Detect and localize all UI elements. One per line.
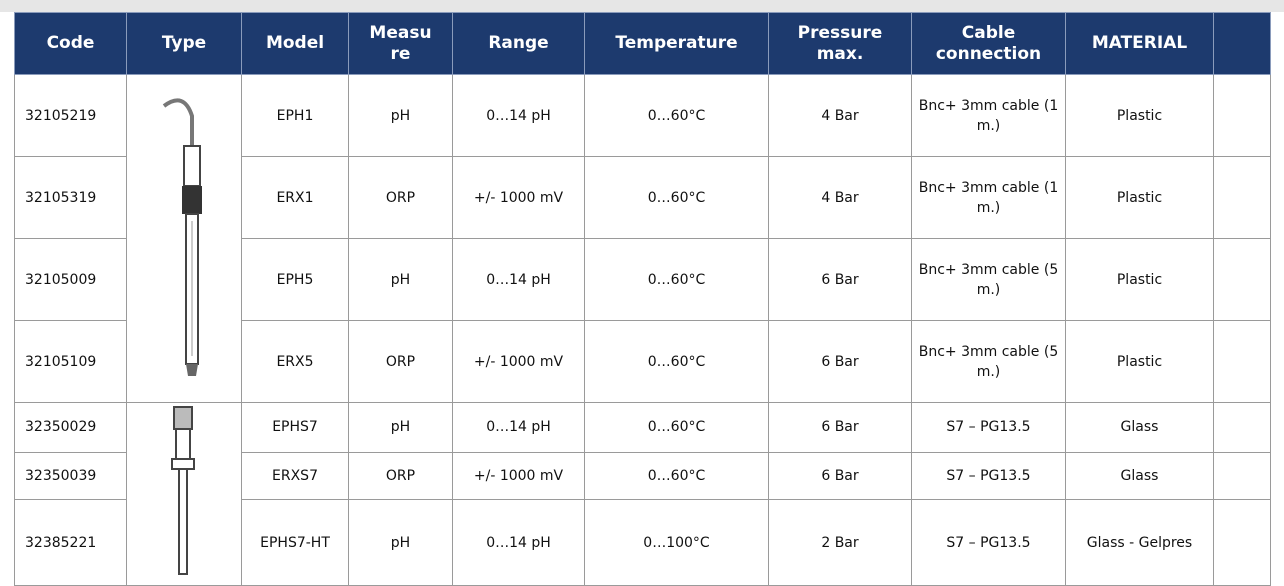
header-cell: Temperature	[585, 13, 769, 75]
table-cell: Plastic	[1066, 239, 1214, 321]
table-cell: ERX1	[242, 157, 349, 239]
table-cell: Glass - Gelpres	[1066, 500, 1214, 586]
empty-cell	[1214, 75, 1271, 157]
table-cell: Bnc+ 3mm cable (5 m.)	[912, 239, 1066, 321]
table-cell: pH	[349, 239, 453, 321]
table-cell: 0…14 pH	[453, 403, 585, 453]
table-cell: +/- 1000 mV	[453, 321, 585, 403]
table-cell: 2 Bar	[769, 500, 912, 586]
empty-cell	[1214, 157, 1271, 239]
table-cell: EPH5	[242, 239, 349, 321]
table-cell: 4 Bar	[769, 75, 912, 157]
table-cell: 0…60°C	[585, 239, 769, 321]
empty-cell	[1214, 321, 1271, 403]
header-text: Cable connection	[936, 23, 1041, 64]
table-cell: 32105319	[15, 157, 127, 239]
header-text: Code	[47, 33, 95, 53]
table-cell: 0…60°C	[585, 452, 769, 500]
table-cell: +/- 1000 mV	[453, 157, 585, 239]
header-cell: Cable connection	[912, 13, 1066, 75]
table-cell: Glass	[1066, 403, 1214, 453]
product-table: Code Type Model Measure Range Temperature Pres…	[14, 12, 1271, 586]
table-cell: S7 – PG13.5	[912, 452, 1066, 500]
empty-cell	[1214, 403, 1271, 453]
table-cell: 0…14 pH	[453, 239, 585, 321]
table-cell: 32350029	[15, 403, 127, 453]
table-cell: Plastic	[1066, 75, 1214, 157]
header-text: Temperature	[615, 33, 737, 53]
header-cell: Code	[15, 13, 127, 75]
table-cell: 4 Bar	[769, 157, 912, 239]
header-text: Measure	[369, 23, 433, 65]
table-cell: EPHS7-HT	[242, 500, 349, 586]
table-cell: +/- 1000 mV	[453, 452, 585, 500]
table-cell: ERX5	[242, 321, 349, 403]
table-cell: Bnc+ 3mm cable (1 m.)	[912, 157, 1066, 239]
table-cell: pH	[349, 500, 453, 586]
table-cell: Glass	[1066, 452, 1214, 500]
header-cell: Range	[453, 13, 585, 75]
probe-image	[154, 86, 214, 386]
table-cell: 0…60°C	[585, 403, 769, 453]
table-cell: pH	[349, 75, 453, 157]
table-cell: Plastic	[1066, 321, 1214, 403]
header-cell: Type	[127, 13, 242, 75]
table-cell: 6 Bar	[769, 239, 912, 321]
header-text: Model	[266, 33, 324, 53]
page: Code Type Model Measure Range Temperature Pres…	[0, 0, 1284, 578]
table-cell: ORP	[349, 452, 453, 500]
table-cell: Plastic	[1066, 157, 1214, 239]
empty-cell	[1214, 452, 1271, 500]
table-cell: 0…60°C	[585, 157, 769, 239]
table-cell: 0…100°C	[585, 500, 769, 586]
table-cell: EPHS7	[242, 403, 349, 453]
table-cell: ORP	[349, 321, 453, 403]
probe-image	[154, 403, 214, 579]
top-band	[0, 0, 1284, 12]
header-cell	[1214, 13, 1271, 75]
table-cell: 32105219	[15, 75, 127, 157]
header-text: Range	[488, 33, 548, 53]
table-cell: 32350039	[15, 452, 127, 500]
header-text: Pressure max.	[798, 23, 883, 64]
table-cell: 0…60°C	[585, 321, 769, 403]
table-cell: 0…14 pH	[453, 75, 585, 157]
header-cell: Pressure max.	[769, 13, 912, 75]
table-cell: Bnc+ 3mm cable (5 m.)	[912, 321, 1066, 403]
table-cell: pH	[349, 403, 453, 453]
table-cell: ORP	[349, 157, 453, 239]
table-cell: 0…14 pH	[453, 500, 585, 586]
table-cell: 32105009	[15, 239, 127, 321]
table-cell: S7 – PG13.5	[912, 500, 1066, 586]
header-cell: Model	[242, 13, 349, 75]
table-cell: ERXS7	[242, 452, 349, 500]
empty-cell	[1214, 239, 1271, 321]
table-cell: 32105109	[15, 321, 127, 403]
table-cell: 6 Bar	[769, 403, 912, 453]
type-cell	[127, 403, 242, 586]
header-row: Code Type Model Measure Range Temperature Pres…	[15, 13, 1271, 75]
header-text: Type	[162, 33, 206, 53]
table-cell: 6 Bar	[769, 452, 912, 500]
table-cell: 0…60°C	[585, 75, 769, 157]
table-cell: EPH1	[242, 75, 349, 157]
table-cell: Bnc+ 3mm cable (1 m.)	[912, 75, 1066, 157]
table-cell: S7 – PG13.5	[912, 403, 1066, 453]
table-cell: 6 Bar	[769, 321, 912, 403]
empty-cell	[1214, 500, 1271, 586]
type-cell	[127, 75, 242, 403]
header-text: MATERIAL	[1092, 33, 1187, 53]
header-cell: Measure	[349, 13, 453, 75]
table-cell: 32385221	[15, 500, 127, 586]
header-cell: MATERIAL	[1066, 13, 1214, 75]
